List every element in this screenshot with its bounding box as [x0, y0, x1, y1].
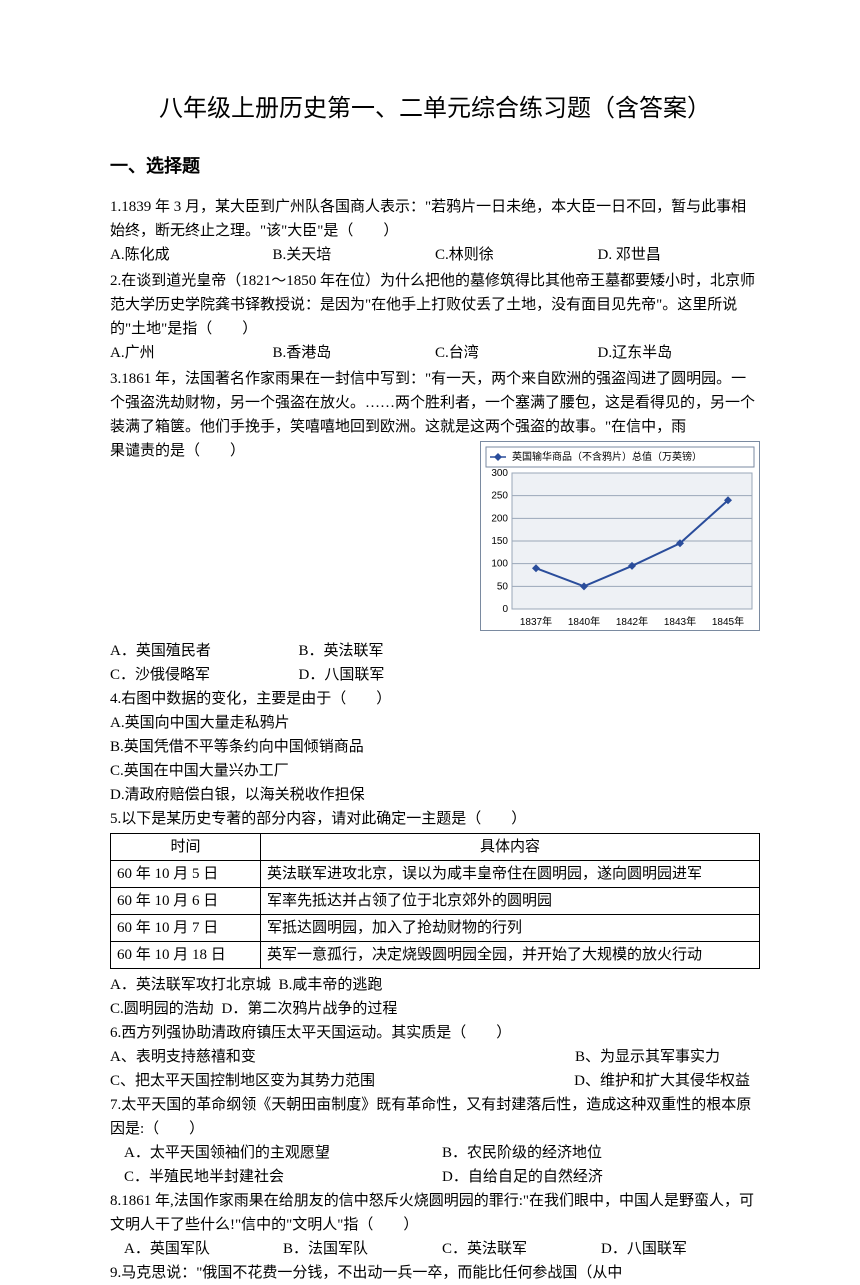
svg-text:200: 200	[491, 514, 508, 525]
q2-options: A.广州 B.香港岛 C.台湾 D.辽东半岛	[110, 341, 760, 365]
q1-text: 1.1839 年 3 月，某大臣到广州队各国商人表示："若鸦片一日未绝，本大臣一…	[110, 195, 760, 243]
q7-optA: A．太平天国领袖们的主观愿望	[124, 1141, 442, 1165]
q2-optD: D.辽东半岛	[598, 341, 761, 365]
q2-optC: C.台湾	[435, 341, 598, 365]
q8-optB: B．法国军队	[283, 1237, 442, 1261]
q6-optD: D、维护和扩大其侵华权益	[430, 1069, 760, 1093]
svg-text:50: 50	[497, 582, 509, 593]
cell-content: 军率先抵达并占领了位于北京郊外的圆明园	[261, 888, 760, 915]
line-chart: 英国输华商品（不含鸦片）总值（万英镑） 0 50 100 150 200 250 300 183…	[480, 441, 760, 631]
question-2: 2.在谈到道光皇帝（1821～1850 年在位）为什么把他的墓修筑得比其他帝王墓…	[110, 269, 760, 365]
q5-table: 时间 具体内容 60 年 10 月 5 日英法联军进攻北京，误以为咸丰皇帝住在圆…	[110, 833, 760, 969]
q4-optB: B.英国凭借不平等条约向中国倾销商品	[110, 735, 760, 759]
q5-options-row2: C.圆明园的浩劫 D．第二次鸦片战争的过程	[110, 997, 760, 1021]
cell-content: 英军一意孤行，决定烧毁圆明园全园，并开始了大规模的放火行动	[261, 942, 760, 969]
cell-time: 60 年 10 月 18 日	[111, 942, 261, 969]
q4-optD: D.清政府赔偿白银，以海关税收作担保	[110, 783, 760, 807]
table-row: 60 年 10 月 7 日军抵达圆明园，加入了抢劫财物的行列	[111, 915, 760, 942]
q5-options-row1: A．英法联军攻打北京城 B.咸丰帝的逃跑	[110, 973, 760, 997]
q7-options-row1: A．太平天国领袖们的主观愿望 B．农民阶级的经济地位	[110, 1141, 760, 1165]
q8-optA: A．英国军队	[124, 1237, 283, 1261]
q3-optB: B．英法联军	[299, 639, 488, 663]
svg-text:0: 0	[502, 604, 508, 615]
q3-optA: A．英国殖民者	[110, 639, 299, 663]
q4-text: 4.右图中数据的变化，主要是由于（ ）	[110, 687, 760, 711]
q1-options: A.陈化成 B.关天培 C.林则徐 D. 邓世昌	[110, 243, 760, 267]
svg-text:100: 100	[491, 559, 508, 570]
q8-optD: D．八国联军	[601, 1237, 760, 1261]
q4-optA: A.英国向中国大量走私鸦片	[110, 711, 760, 735]
svg-text:英国输华商品（不含鸦片）总值（万英镑）: 英国输华商品（不含鸦片）总值（万英镑）	[512, 450, 702, 463]
cell-content: 军抵达圆明园，加入了抢劫财物的行列	[261, 915, 760, 942]
cell-time: 60 年 10 月 5 日	[111, 861, 261, 888]
q6-optC: C、把太平天国控制地区变为其势力范围	[110, 1069, 430, 1093]
q1-optD: D. 邓世昌	[598, 243, 761, 267]
q5-optC: C.圆明园的浩劫	[110, 1001, 214, 1017]
q7-optD: D．自给自足的自然经济	[442, 1165, 760, 1189]
q5-text: 5.以下是某历史专著的部分内容，请对此确定一主题是（ ）	[110, 807, 760, 831]
svg-text:1843年: 1843年	[664, 615, 696, 628]
q6-options-row1: A、表明支持慈禧和变 B、为显示其军事实力	[110, 1045, 760, 1069]
svg-text:1845年: 1845年	[712, 615, 744, 628]
svg-text:250: 250	[491, 491, 508, 502]
q5-optA: A．英法联军攻打北京城	[110, 977, 271, 993]
q8-text: 8.1861 年,法国作家雨果在给朋友的信中怒斥火烧圆明园的罪行:"在我们眼中，…	[110, 1189, 760, 1237]
q5-th-content: 具体内容	[261, 834, 760, 861]
cell-time: 60 年 10 月 6 日	[111, 888, 261, 915]
cell-content: 英法联军进攻北京，误以为咸丰皇帝住在圆明园，遂向圆明园进军	[261, 861, 760, 888]
cell-time: 60 年 10 月 7 日	[111, 915, 261, 942]
table-row: 60 年 10 月 18 日英军一意孤行，决定烧毁圆明园全园，并开始了大规模的放…	[111, 942, 760, 969]
table-row: 60 年 10 月 6 日军率先抵达并占领了位于北京郊外的圆明园	[111, 888, 760, 915]
question-1: 1.1839 年 3 月，某大臣到广州队各国商人表示："若鸦片一日未绝，本大臣一…	[110, 195, 760, 267]
svg-text:150: 150	[491, 536, 508, 547]
section-heading: 一、选择题	[110, 152, 760, 181]
q1-optA: A.陈化成	[110, 243, 273, 267]
page-title: 八年级上册历史第一、二单元综合练习题（含答案）	[110, 90, 760, 128]
svg-text:1842年: 1842年	[616, 615, 648, 628]
svg-text:300: 300	[491, 468, 508, 479]
q3-optD: D．八国联军	[299, 663, 488, 687]
q1-optC: C.林则徐	[435, 243, 598, 267]
q6-text: 6.西方列强协助清政府镇压太平天国运动。其实质是（ ）	[110, 1021, 760, 1045]
svg-text:1837年: 1837年	[520, 615, 552, 628]
q3-options-row1: A．英国殖民者 B．英法联军	[110, 639, 487, 663]
q8-options: A．英国军队 B．法国军队 C．英法联军 D．八国联军	[110, 1237, 760, 1261]
q7-optB: B．农民阶级的经济地位	[442, 1141, 760, 1165]
q5-optD: D．第二次鸦片战争的过程	[222, 1001, 398, 1017]
q1-optB: B.关天培	[273, 243, 436, 267]
q5-th-time: 时间	[111, 834, 261, 861]
q7-options-row2: C．半殖民地半封建社会 D．自给自足的自然经济	[110, 1165, 760, 1189]
q3-text: 3.1861 年，法国著名作家雨果在一封信中写到："有一天，两个来自欧洲的强盗闯…	[110, 367, 760, 439]
q4-optC: C.英国在中国大量兴办工厂	[110, 759, 760, 783]
q5-optB: B.咸丰帝的逃跑	[279, 977, 383, 993]
chart-container: 英国输华商品（不含鸦片）总值（万英镑） 0 50 100 150 200 250 300 183…	[480, 441, 760, 639]
q3-optC: C．沙俄侵略军	[110, 663, 299, 687]
q9-text: 9.马克思说："俄国不花费一分钱，不出动一兵一卒，而能比任何参战国（从中	[110, 1261, 760, 1285]
q2-optA: A.广州	[110, 341, 273, 365]
q2-text: 2.在谈到道光皇帝（1821～1850 年在位）为什么把他的墓修筑得比其他帝王墓…	[110, 269, 760, 341]
svg-text:1840年: 1840年	[568, 615, 600, 628]
q8-optC: C．英法联军	[442, 1237, 601, 1261]
q6-optA: A、表明支持慈禧和变	[110, 1045, 415, 1069]
q7-optC: C．半殖民地半封建社会	[124, 1165, 442, 1189]
q7-text: 7.太平天国的革命纲领《天朝田亩制度》既有革命性，又有封建落后性，造成这种双重性…	[110, 1093, 760, 1141]
q6-optB: B、为显示其军事实力	[415, 1045, 760, 1069]
q6-options-row2: C、把太平天国控制地区变为其势力范围 D、维护和扩大其侵华权益	[110, 1069, 760, 1093]
q2-optB: B.香港岛	[273, 341, 436, 365]
table-row: 60 年 10 月 5 日英法联军进攻北京，误以为咸丰皇帝住在圆明园，遂向圆明园…	[111, 861, 760, 888]
q3-options-row2: C．沙俄侵略军 D．八国联军	[110, 663, 487, 687]
